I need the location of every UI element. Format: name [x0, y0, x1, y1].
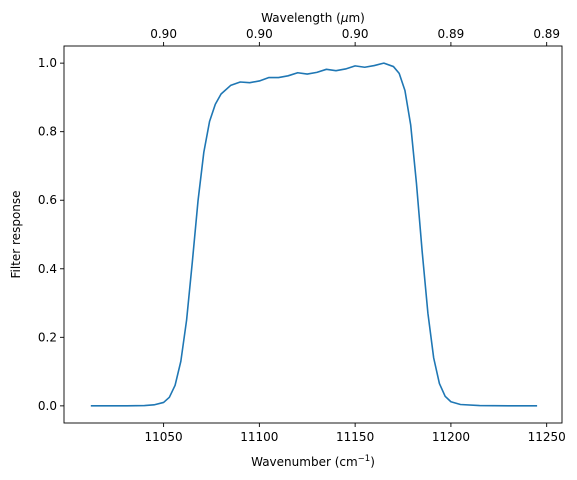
top-tick-label: 0.89 — [533, 27, 560, 41]
x-tick-label: 11050 — [145, 430, 183, 444]
top-tick-label: 0.90 — [246, 27, 273, 41]
x-axis-label-exponent: −1 — [358, 454, 371, 464]
x-tick-label: 11150 — [336, 430, 374, 444]
x-tick-label: 11200 — [432, 430, 470, 444]
y-tick-label: 1.0 — [38, 56, 57, 70]
y-axis-label: Filter response — [9, 190, 23, 278]
top-tick-label: 0.89 — [438, 27, 465, 41]
series-line-0 — [90, 62, 538, 407]
top-tick-label: 0.90 — [342, 27, 369, 41]
y-tick-label: 0.8 — [38, 125, 57, 139]
y-tick-label: 0.0 — [38, 399, 57, 413]
y-tick-label: 0.4 — [38, 262, 57, 276]
top-tick-label: 0.90 — [150, 27, 177, 41]
x-tick-label: 11100 — [240, 430, 278, 444]
plot-frame — [63, 45, 563, 424]
y-tick-label: 0.6 — [38, 193, 57, 207]
y-tick-label: 0.2 — [38, 330, 57, 344]
top-axis-label: Wavelength (μm) — [261, 11, 365, 25]
x-axis-label: Wavenumber (cm−1) — [251, 454, 375, 469]
x-tick-label: 11250 — [528, 430, 566, 444]
